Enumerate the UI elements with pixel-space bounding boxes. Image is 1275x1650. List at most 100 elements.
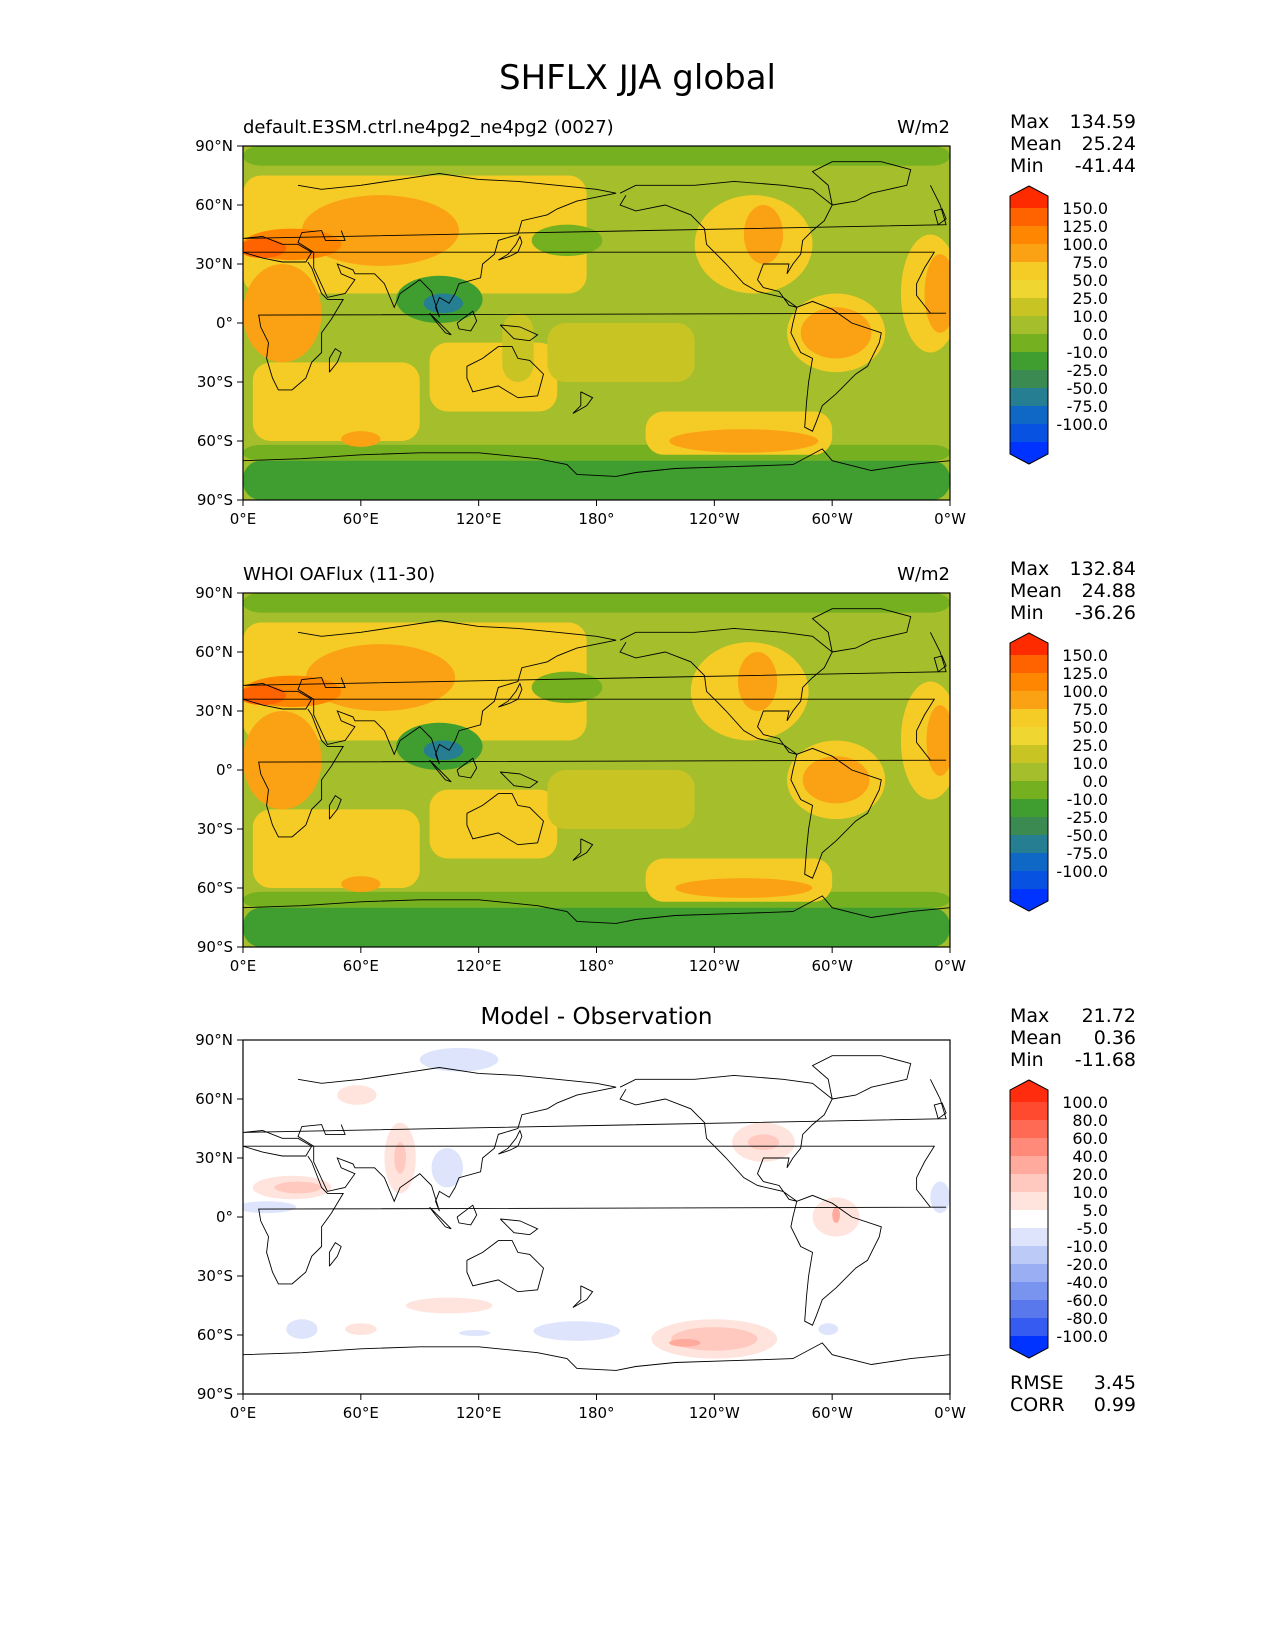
y-tick-label: 30°S [197,820,233,838]
colorbar-label: -25.0 [1067,808,1108,827]
stat-value: 21.72 [1081,1005,1136,1027]
contour-region-22 [926,705,950,776]
colorbar-label: -75.0 [1067,844,1108,863]
coastline-1 [297,173,617,318]
colorbar-label: 100.0 [1062,682,1108,701]
contour-region-13 [243,711,322,810]
coastline-3 [619,1074,833,1202]
contour-region-14 [243,264,322,363]
contour-region-19 [406,1297,493,1314]
x-tick-label: 120°E [456,957,502,975]
x-tick-label: 0°W [934,1404,966,1422]
contour-region-2 [243,146,950,166]
contour-region-9 [547,323,695,382]
x-tick-label: 60°E [343,510,379,528]
contour-region-0 [419,1047,499,1072]
stat-label: Mean [1010,580,1062,602]
colorbar-label: 150.0 [1062,646,1108,665]
stat-value: 3.45 [1093,1372,1136,1394]
coastline-9 [328,794,342,820]
colorbar-label: -100.0 [1056,415,1108,434]
coastline-12 [429,1206,452,1230]
coastline-13 [499,1218,539,1236]
colorbar-segment [1010,835,1048,854]
y-tick-label: 60°N [195,643,233,661]
y-tick-label: 30°N [195,255,233,273]
contour-region-20 [802,756,870,804]
colorbar-extend-min [1010,1336,1048,1358]
colorbar-segment [1010,1174,1048,1193]
colorbar-label: -100.0 [1056,1327,1108,1346]
contour-region-4 [431,1148,463,1188]
colorbar-segment [1010,1192,1048,1211]
contour-region-4 [429,789,558,859]
colorbar-segment [1010,1264,1048,1283]
contour-region-13 [243,238,287,259]
colorbar-label: 100.0 [1062,235,1108,254]
figure-title: SHFLX JJA global [499,58,776,98]
x-tick-label: 60°W [811,957,853,975]
colorbar-label: -50.0 [1067,379,1108,398]
contour-region-11 [301,195,460,266]
colorbar-label: 50.0 [1072,271,1108,290]
colorbar-label: -25.0 [1067,361,1108,380]
coastline-11 [456,757,478,779]
y-tick-label: 0° [216,761,233,779]
coastline-7 [933,208,947,226]
coastline-10 [572,838,594,861]
stat-label: Max [1010,111,1050,133]
colorbar-segment [1010,298,1048,317]
colorbar-label: 60.0 [1072,1129,1108,1148]
contour-region-7 [341,431,381,447]
contour-region-1 [243,444,950,461]
coastline-8 [498,1129,523,1155]
colorbar-label: 80.0 [1072,1111,1108,1130]
coastline-8 [498,682,523,708]
colorbar-outline [1009,632,1049,912]
stat-label: CORR [1010,1394,1065,1416]
stat-value: 134.59 [1069,111,1136,133]
colorbar-label: 10.0 [1072,754,1108,773]
x-tick-label: 60°E [343,1404,379,1422]
x-tick-label: 120°W [689,957,740,975]
contour-region-8 [547,770,695,829]
coastline-11 [456,310,478,332]
coastline-3 [619,627,833,755]
x-tick-label: 60°E [343,957,379,975]
contour-region-11 [832,1207,841,1223]
contour-region-18 [345,1323,377,1335]
colorbar-extend-max [1010,633,1048,655]
stat-row-min: Min -36.26 [1010,602,1136,624]
colorbar-label: -10.0 [1067,343,1108,362]
colorbar-label: 20.0 [1072,1165,1108,1184]
colorbar-segment [1010,1246,1048,1265]
contour-region-4 [429,342,558,412]
stat-value: -36.26 [1074,602,1136,624]
x-tick-label: 60°W [811,1404,853,1422]
coastline-1 [297,1067,617,1212]
coastline-5 [243,448,950,477]
colorbar-segment [1010,655,1048,674]
panel-obs-units: W/m2 [897,564,950,585]
map-diff: 0°E 60°E 120°E 180° 120°W 60°W 0°W 90°N 60°N 30°N… [195,1031,1108,1422]
x-tick-label: 0°E [230,957,257,975]
y-tick-label: 90°S [197,1385,233,1403]
contour-region-17 [286,1319,318,1339]
x-tick-label: 120°E [456,1404,502,1422]
colorbar-label: -75.0 [1067,397,1108,416]
y-tick-label: 30°N [195,702,233,720]
panel-model-units: W/m2 [897,117,950,138]
stat-value: -41.44 [1074,155,1136,177]
y-tick-label: 60°S [197,432,233,450]
colorbar-segment [1010,1120,1048,1139]
colorbar-segment [1010,1228,1048,1247]
colorbar-segment [1010,1282,1048,1301]
contour-region-14 [671,1327,758,1351]
stat-row-min: Min -41.44 [1010,155,1136,177]
y-tick-label: 30°S [197,373,233,391]
contour-region-20 [818,1323,839,1335]
y-tick-label: 60°N [195,1090,233,1108]
coastline-9 [328,347,342,373]
colorbar-segment [1010,262,1048,281]
colorbar-segment [1010,280,1048,299]
